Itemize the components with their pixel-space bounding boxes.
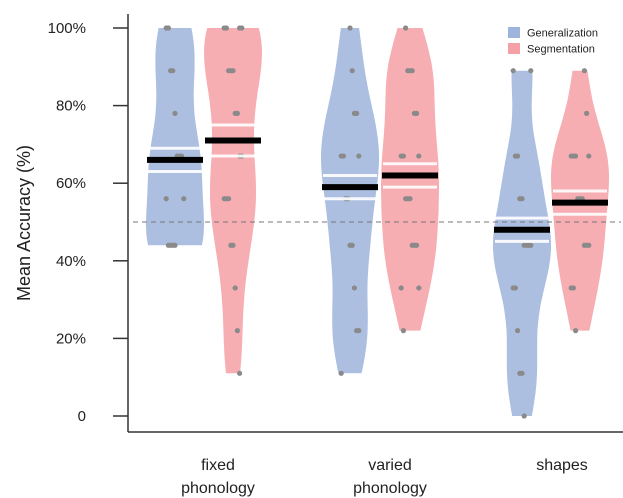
data-point	[356, 153, 362, 159]
violin-generalization	[321, 28, 379, 374]
data-point	[234, 110, 240, 116]
data-point	[403, 25, 409, 31]
category-label: varied	[368, 457, 412, 474]
legend-swatch	[508, 43, 520, 54]
data-point	[237, 370, 243, 376]
data-point	[338, 370, 344, 376]
legend: Generalization Segmentation	[508, 27, 598, 56]
data-point	[230, 68, 236, 74]
legend-label: Generalization	[527, 28, 598, 40]
data-point	[515, 153, 521, 159]
ci-layer	[148, 123, 607, 243]
data-point	[223, 25, 229, 31]
category-label: shapes	[536, 457, 588, 474]
data-point	[416, 285, 422, 291]
data-point	[234, 328, 240, 334]
violin-generalization	[146, 28, 204, 246]
y-ticks: 0 20% 40% 60% 80% 100%	[48, 20, 128, 425]
y-tick-label: 20%	[56, 330, 86, 347]
y-tick-label: 60%	[56, 175, 86, 192]
points-layer	[163, 25, 592, 419]
data-point	[409, 68, 415, 74]
data-point	[586, 242, 592, 248]
x-labels: fixed phonology varied phonology shapes	[181, 457, 588, 497]
data-point	[528, 68, 534, 74]
data-point	[414, 110, 420, 116]
data-point	[163, 196, 169, 202]
data-point	[519, 196, 525, 202]
data-point	[226, 196, 232, 202]
category-label: fixed	[201, 457, 235, 474]
data-point	[416, 153, 422, 159]
data-point	[570, 285, 577, 291]
data-point	[239, 25, 245, 31]
data-point	[512, 285, 519, 291]
data-point	[581, 68, 588, 74]
y-tick-label: 100%	[48, 20, 86, 37]
violin-segmentation	[204, 28, 262, 374]
violin-generalization	[493, 70, 551, 416]
data-point	[573, 153, 579, 159]
data-point	[573, 328, 579, 334]
y-tick-label: 0	[78, 408, 86, 425]
data-point	[584, 110, 590, 116]
data-point	[356, 328, 362, 334]
category-label: phonology	[181, 480, 255, 497]
data-point	[181, 196, 187, 202]
y-axis-title: Mean Accuracy (%)	[14, 145, 34, 301]
data-point	[515, 328, 521, 334]
data-point	[400, 153, 406, 159]
data-point	[349, 68, 355, 74]
data-point	[340, 153, 346, 159]
violins-layer	[146, 28, 609, 416]
data-point	[170, 68, 176, 74]
violin-segmentation	[381, 28, 439, 331]
means-layer	[147, 137, 608, 233]
data-point	[172, 110, 178, 116]
data-point	[232, 285, 238, 291]
data-point	[165, 25, 171, 31]
data-point	[528, 242, 534, 248]
y-tick-label: 40%	[56, 253, 86, 270]
data-point	[347, 25, 353, 31]
legend-swatch	[508, 27, 520, 38]
legend-label: Segmentation	[527, 44, 595, 56]
data-point	[351, 285, 357, 291]
data-point	[586, 153, 592, 159]
data-point	[172, 242, 178, 248]
y-tick-label: 80%	[56, 98, 86, 115]
data-point	[414, 242, 420, 248]
axes-layer	[127, 14, 623, 433]
data-point	[519, 370, 525, 376]
data-point	[407, 196, 413, 202]
data-point	[398, 285, 404, 291]
category-label: phonology	[353, 480, 427, 497]
data-point	[354, 110, 360, 116]
data-point	[230, 242, 236, 248]
data-point	[349, 242, 355, 248]
data-point	[510, 68, 516, 74]
data-point	[521, 413, 527, 419]
data-point	[400, 328, 406, 334]
